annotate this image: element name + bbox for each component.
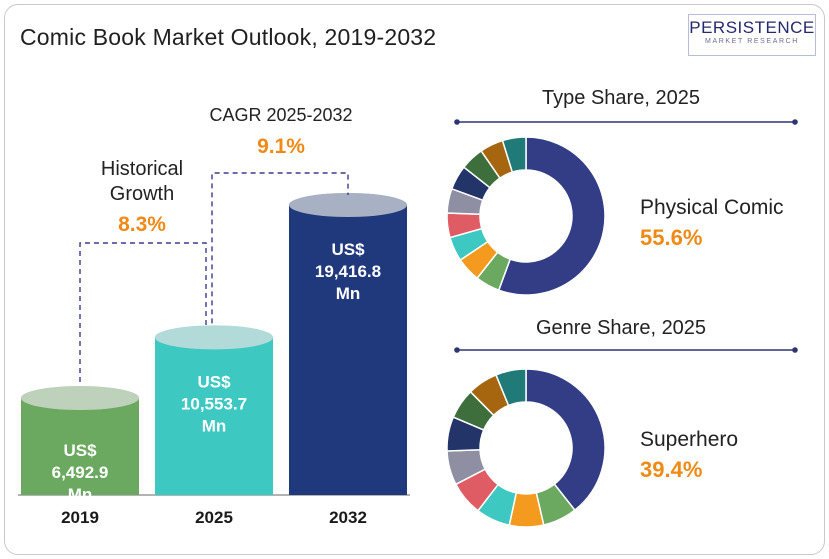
historical-label: Historical <box>101 158 183 180</box>
highlight-value: 55.6% <box>640 225 702 250</box>
bar-top-shade-2025 <box>155 325 273 350</box>
brand-logo: PERSISTENCE MARKET RESEARCH <box>688 14 816 56</box>
bar-value-label: US$ <box>331 240 365 259</box>
donut-slice-10 <box>501 136 527 174</box>
logo-tagline: MARKET RESEARCH <box>705 38 799 45</box>
page-title: Comic Book Market Outlook, 2019-2032 <box>20 24 437 50</box>
rule-dot <box>792 119 798 125</box>
historical-label: Growth <box>110 183 174 205</box>
bar-value-label: Mn <box>202 416 227 435</box>
bar-top-shade-2019 <box>21 386 139 411</box>
historical-growth-value: 8.3% <box>118 213 166 236</box>
cagr-connector <box>211 172 349 324</box>
highlight-label: Physical Comic <box>640 196 784 219</box>
logo-wordmark: PERSISTENCE <box>689 18 815 37</box>
donut-title: Type Share, 2025 <box>542 87 700 109</box>
donut-slice-10 <box>495 368 527 407</box>
x-tick-label: 2019 <box>61 508 99 527</box>
highlight-value: 39.4% <box>640 457 702 482</box>
bar-value-label: US$ <box>197 372 231 391</box>
donut-title: Genre Share, 2025 <box>536 317 706 339</box>
bar-top-shade-2032 <box>289 193 407 217</box>
infographic-frame <box>4 4 825 555</box>
bar-2019 <box>21 398 139 495</box>
bar-value-label: 19,416.8 <box>315 262 381 281</box>
rule-dot <box>454 347 460 353</box>
historical-growth-connector <box>79 242 207 383</box>
highlight-label: Superhero <box>640 428 738 451</box>
rule-dot <box>454 119 460 125</box>
bar-value-label: Mn <box>336 284 361 303</box>
donut-slice-1 <box>525 368 606 512</box>
x-tick-label: 2032 <box>329 508 367 527</box>
cagr-value: 9.1% <box>257 135 305 158</box>
bar-value-label: 10,553.7 <box>181 394 247 413</box>
bar-value-label: US$ <box>63 441 97 460</box>
cagr-label: CAGR 2025-2032 <box>209 105 352 125</box>
bar-value-label: Mn <box>68 485 93 504</box>
bar-value-label: 6,492.9 <box>52 463 109 482</box>
bar-2025 <box>155 337 273 495</box>
x-tick-label: 2025 <box>195 508 233 527</box>
donut-slice-1 <box>497 136 606 296</box>
bar-2032 <box>289 205 407 495</box>
rule-dot <box>792 347 798 353</box>
